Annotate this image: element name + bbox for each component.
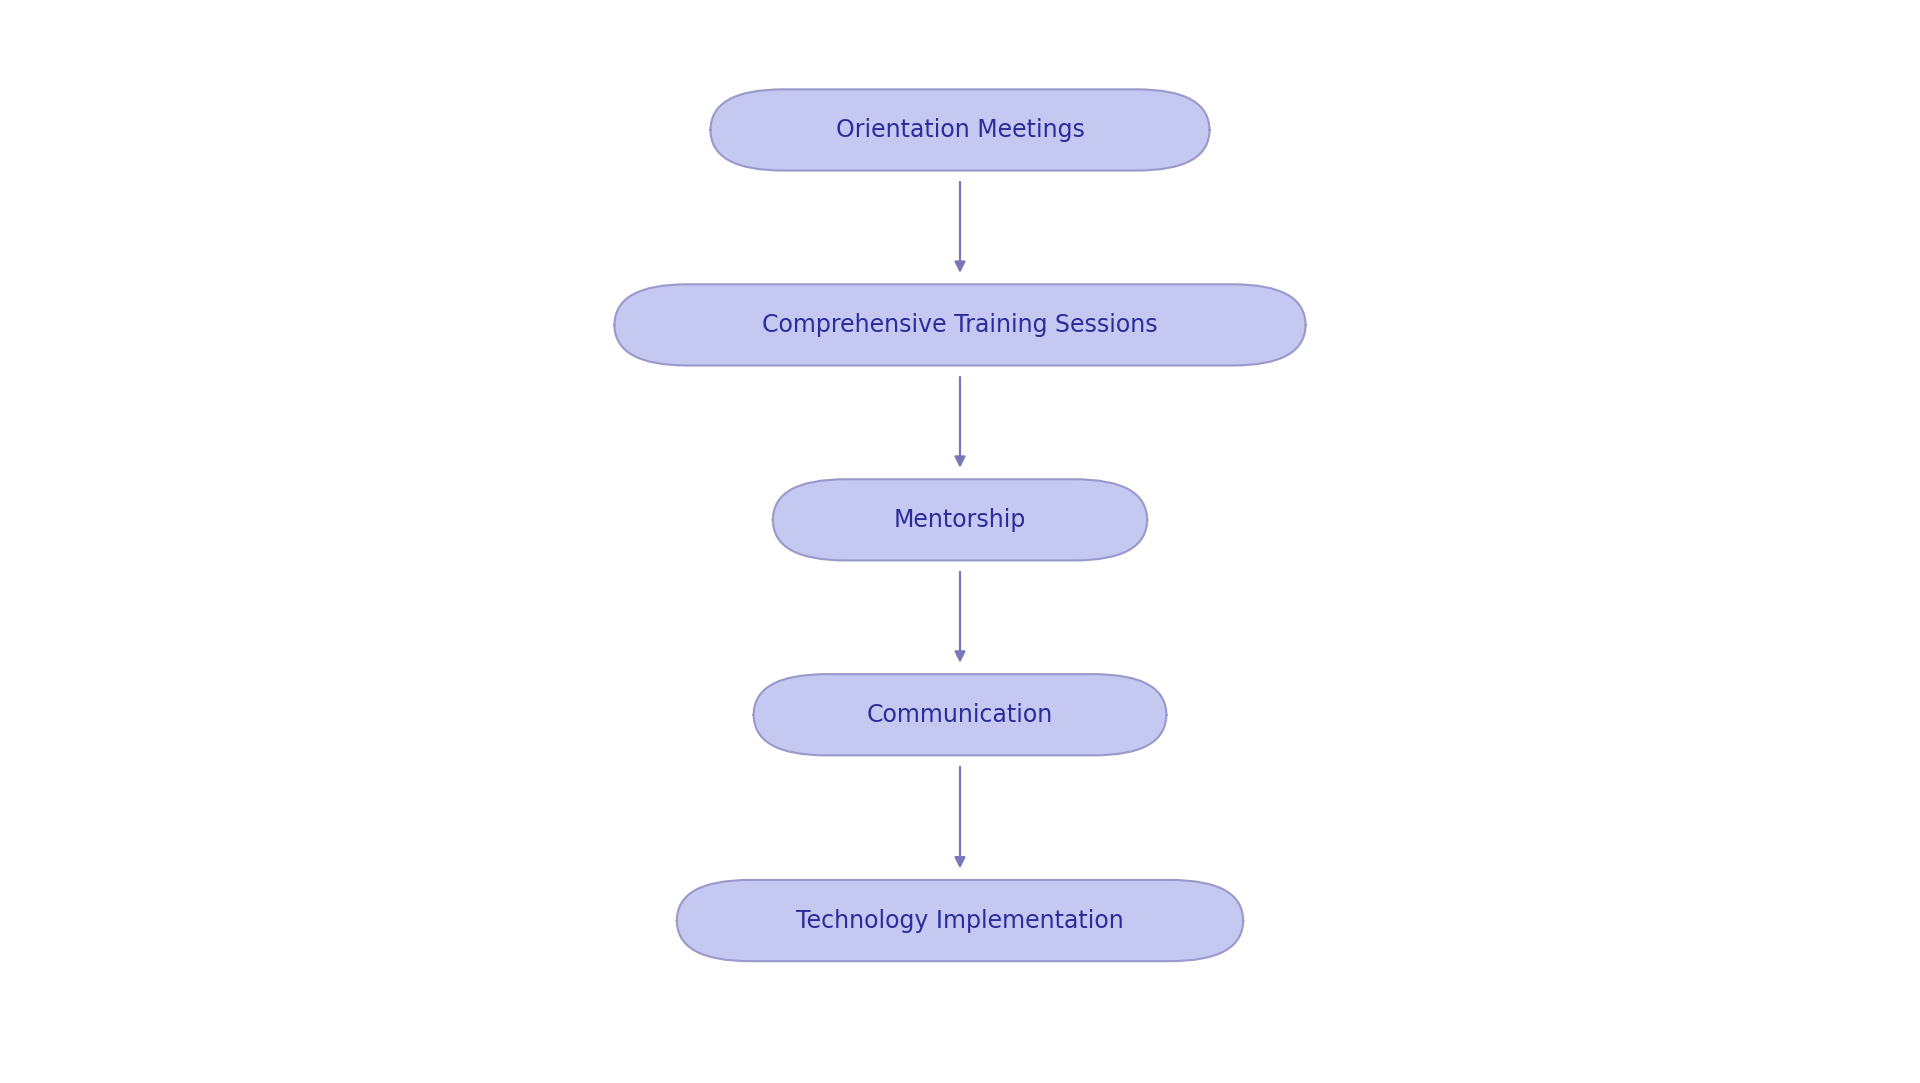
Text: Mentorship: Mentorship xyxy=(895,508,1025,532)
FancyBboxPatch shape xyxy=(678,879,1242,962)
FancyBboxPatch shape xyxy=(710,90,1210,170)
FancyBboxPatch shape xyxy=(614,285,1306,366)
Text: Communication: Communication xyxy=(866,703,1054,727)
Text: Comprehensive Training Sessions: Comprehensive Training Sessions xyxy=(762,313,1158,337)
Text: Technology Implementation: Technology Implementation xyxy=(797,909,1123,932)
Text: Orientation Meetings: Orientation Meetings xyxy=(835,118,1085,142)
FancyBboxPatch shape xyxy=(753,674,1167,756)
FancyBboxPatch shape xyxy=(772,479,1146,561)
